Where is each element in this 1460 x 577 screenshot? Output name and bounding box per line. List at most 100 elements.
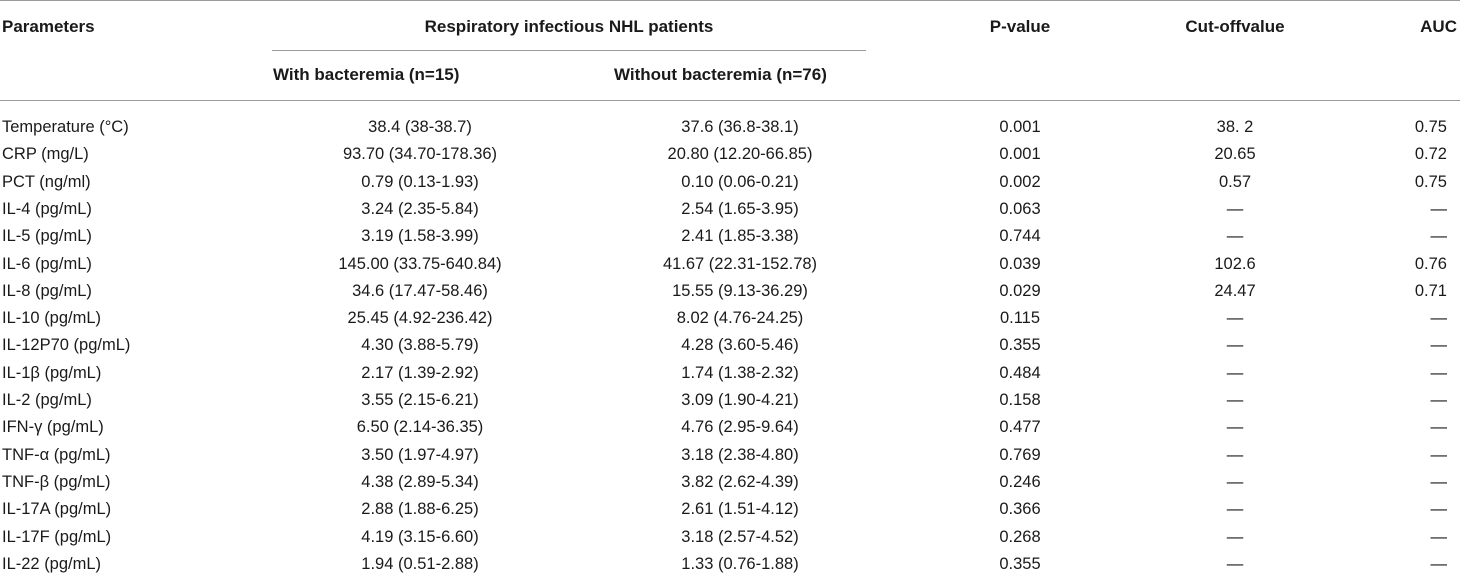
cell-auc: 0.72 [1414,145,1447,163]
cell-p-value: 0.063 [999,200,1041,218]
cell-auc: — [1430,473,1448,491]
cell-cutoff: 24.47 [1214,282,1256,300]
cell-parameter: IL-6 (pg/mL) [2,255,92,273]
cell-p-value: 0.039 [999,255,1041,273]
cell-with-bacteremia: 2.88 (1.88-6.25) [361,500,479,518]
cell-parameter: IL-17A (pg/mL) [2,500,112,518]
cell-parameter: IL-2 (pg/mL) [2,391,92,409]
cell-p-value: 0.115 [999,309,1041,327]
cell-p-value: 0.002 [999,173,1041,191]
cell-without-bacteremia: 15.55 (9.13-36.29) [672,282,808,300]
cell-with-bacteremia: 3.55 (2.15-6.21) [361,391,479,409]
header-group: Respiratory infectious NHL patients [424,17,714,36]
cell-with-bacteremia: 4.30 (3.88-5.79) [361,336,479,354]
cell-p-value: 0.355 [999,555,1041,573]
cell-parameter: IL-4 (pg/mL) [2,200,92,218]
cell-p-value: 0.355 [999,336,1041,354]
cell-parameter: IL-10 (pg/mL) [2,309,102,327]
cell-cutoff: — [1226,309,1244,327]
cell-without-bacteremia: 3.09 (1.90-4.21) [681,391,799,409]
cell-without-bacteremia: 3.82 (2.62-4.39) [681,473,799,491]
cell-parameter: TNF-α (pg/mL) [2,446,111,464]
cell-p-value: 0.001 [999,145,1041,163]
cell-p-value: 0.744 [999,227,1041,245]
header-rule [0,100,1460,101]
cell-p-value: 0.029 [999,282,1041,300]
cell-with-bacteremia: 4.38 (2.89-5.34) [361,473,479,491]
cell-cutoff: — [1226,336,1244,354]
cell-with-bacteremia: 1.94 (0.51-2.88) [361,555,479,573]
cell-parameter: CRP (mg/L) [2,145,89,163]
cell-parameter: TNF-β (pg/mL) [2,473,111,491]
cell-auc: — [1430,555,1448,573]
top-rule [0,0,1460,1]
header-without-bacteremia: Without bacteremia (n=76) [614,65,827,84]
cell-p-value: 0.366 [999,500,1041,518]
cell-cutoff: 102.6 [1214,255,1256,273]
cell-without-bacteremia: 1.74 (1.38-2.32) [681,364,799,382]
cell-with-bacteremia: 4.19 (3.15-6.60) [361,528,479,546]
cell-cutoff: — [1226,200,1244,218]
cell-parameter: IL-22 (pg/mL) [2,555,102,573]
cell-without-bacteremia: 4.76 (2.95-9.64) [681,418,799,436]
cell-without-bacteremia: 8.02 (4.76-24.25) [676,309,804,327]
cell-with-bacteremia: 2.17 (1.39-2.92) [361,364,479,382]
cell-with-bacteremia: 0.79 (0.13-1.93) [361,173,479,191]
cell-auc: — [1430,391,1448,409]
cell-without-bacteremia: 2.54 (1.65-3.95) [681,200,799,218]
cell-parameter: IL-8 (pg/mL) [2,282,92,300]
cell-p-value: 0.158 [999,391,1041,409]
cell-cutoff: — [1226,418,1244,436]
cell-parameter: IL-5 (pg/mL) [2,227,92,245]
cell-without-bacteremia: 41.67 (22.31-152.78) [662,255,818,273]
header-auc: AUC [1420,17,1457,36]
cell-auc: — [1430,446,1448,464]
cell-cutoff: — [1226,555,1244,573]
cell-cutoff: — [1226,364,1244,382]
cell-with-bacteremia: 34.6 (17.47-58.46) [352,282,488,300]
cell-p-value: 0.246 [999,473,1041,491]
cell-cutoff: — [1226,500,1244,518]
cell-with-bacteremia: 38.4 (38-38.7) [368,118,472,136]
cell-cutoff: — [1226,473,1244,491]
cell-auc: — [1430,500,1448,518]
cell-parameter: IL-12P70 (pg/mL) [2,336,131,354]
cell-cutoff: 0.57 [1218,173,1252,191]
cell-p-value: 0.268 [999,528,1041,546]
cell-cutoff: — [1226,446,1244,464]
cell-without-bacteremia: 3.18 (2.57-4.52) [681,528,799,546]
cell-p-value: 0.477 [999,418,1041,436]
cell-cutoff: — [1226,528,1244,546]
cell-with-bacteremia: 3.50 (1.97-4.97) [361,446,479,464]
cell-without-bacteremia: 3.18 (2.38-4.80) [681,446,799,464]
cell-cutoff: — [1226,227,1244,245]
cell-p-value: 0.484 [999,364,1041,382]
header-cutoff: Cut-offvalue [1185,17,1285,36]
cell-auc: — [1430,336,1448,354]
cell-without-bacteremia: 2.41 (1.85-3.38) [681,227,799,245]
cell-auc: — [1430,364,1448,382]
cell-with-bacteremia: 3.24 (2.35-5.84) [361,200,479,218]
cell-without-bacteremia: 4.28 (3.60-5.46) [681,336,799,354]
cell-p-value: 0.001 [999,118,1041,136]
cell-parameter: PCT (ng/ml) [2,173,91,191]
cell-without-bacteremia: 37.6 (36.8-38.1) [681,118,799,136]
cell-auc: — [1430,309,1448,327]
header-p-value: P-value [989,17,1051,36]
cell-cutoff: 38. 2 [1216,118,1254,136]
header-parameters: Parameters [2,17,95,36]
cell-auc: — [1430,528,1448,546]
cell-with-bacteremia: 93.70 (34.70-178.36) [342,145,498,163]
header-with-bacteremia: With bacteremia (n=15) [273,65,460,84]
cell-parameter: Temperature (°C) [2,118,129,136]
cell-with-bacteremia: 3.19 (1.58-3.99) [361,227,479,245]
cell-cutoff: — [1226,391,1244,409]
cell-p-value: 0.769 [999,446,1041,464]
cell-parameter: IL-17F (pg/mL) [2,528,112,546]
cell-auc: 0.75 [1414,118,1447,136]
cell-without-bacteremia: 2.61 (1.51-4.12) [681,500,799,518]
cell-parameter: IL-1β (pg/mL) [2,364,102,382]
cell-auc: — [1430,200,1448,218]
group-underline [272,50,866,51]
